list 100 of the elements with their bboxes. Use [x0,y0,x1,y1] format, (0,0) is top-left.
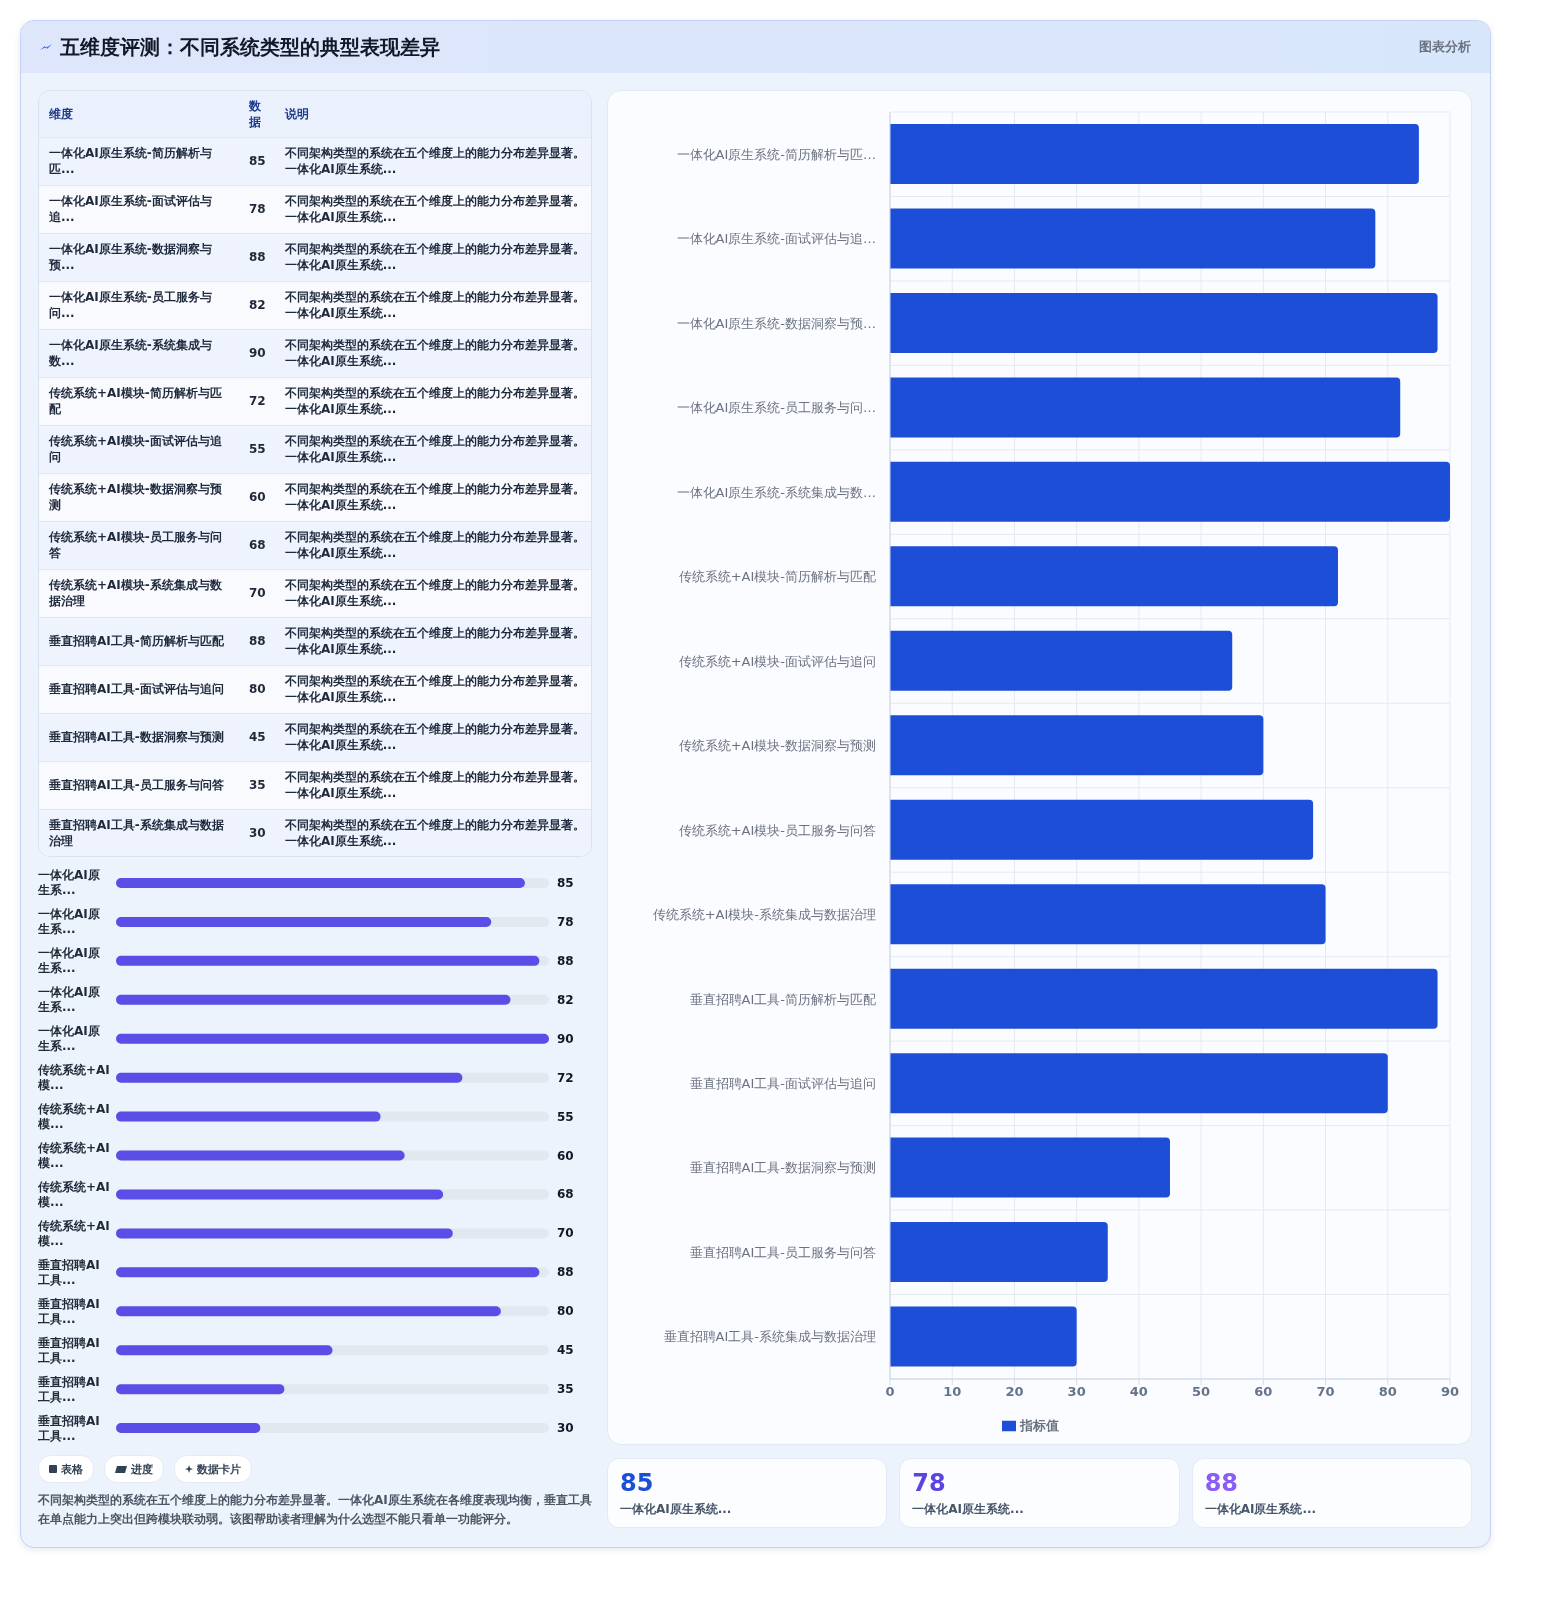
y-tick-label: 垂直招聘AI工具... [38,1335,101,1366]
y-tick-label: 一体化AI原生系统-员工服务与问… [676,400,876,416]
category-label: 垂直招聘AI工具-数据洞察与预测 [49,730,224,744]
y-tick-label: 垂直招聘AI工具... [38,1296,101,1327]
table-row: 垂直招聘AI工具-简历解析与匹配 88 不同架构类型的系统在五个维度上的能力分布差异显著。一体化AI原生系统... [39,617,591,665]
category-label: 一体化AI原生系统-简历解析与匹... [49,146,212,176]
table-row: 传统系统+AI模块-员工服务与问答 68 不同架构类型的系统在五个维度上的能力分布差异显著。一体化AI原生系统... [39,521,591,569]
x-tick-label: 70 [1316,1384,1335,1400]
y-tick-label: 垂直招聘AI工具-员工服务与问答 [689,1244,876,1260]
legend-label: 指标值 [1019,1418,1059,1433]
text: 78 [912,1469,946,1497]
y-tick-label: 一体化AI原生系统-面试评估与追… [676,231,876,247]
table-row: 传统系统+AI模块-面试评估与追问 55 不同架构类型的系统在五个维度上的能力分布差异显著。一体化AI原生系统... [39,425,591,473]
category-label: 一体化AI原生系统-系统集成与数... [49,338,212,368]
table-row: 垂直招聘AI工具-系统集成与数据治理 30 不同架构类型的系统在五个维度上的能力分布差异显著。一体化AI原生系统... [39,809,591,856]
bar [890,377,1401,438]
bar [890,715,1264,776]
bar [890,546,1338,607]
data-label: 78 [557,914,574,929]
chart-subtitle: 图表分析 [1419,39,1471,54]
table-row: 一体化AI原生系统-员工服务与问... 82 不同架构类型的系统在五个维度上的能力分布差异显著。一体化AI原生系统... [39,281,591,329]
table-row: 一体化AI原生系统-面试评估与追... 78 不同架构类型的系统在五个维度上的能力分布差异显著。一体化AI原生系统... [39,185,591,233]
bar [890,1306,1077,1367]
table-row: 垂直招聘AI工具-面试评估与追问 80 不同架构类型的系统在五个维度上的能力分布差异显著。一体化AI原生系统... [39,665,591,713]
y-tick-label: 传统系统+AI模... [38,1218,110,1249]
y-tick-label: 垂直招聘AI工具... [38,1374,101,1405]
text: 88 [1204,1469,1239,1497]
data-label: 30 [557,1421,574,1436]
table-row: 传统系统+AI模块-系统集成与数据治理 70 不同架构类型的系统在五个维度上的能力分布差异显著。一体化AI原生系统... [39,569,591,617]
y-tick-label: 传统系统+AI模块-面试评估与追问 [678,653,876,669]
data-label: 55 [557,1109,574,1124]
x-tick-label: 0 [885,1384,895,1400]
x-tick-label: 10 [943,1384,962,1400]
category-label: 一体化AI原生系统-面试评估与追... [49,194,212,224]
bar [890,799,1314,860]
text: 五维度评测：不同系统类型的典型表现差异 [60,35,440,59]
bar [890,1222,1108,1283]
category-label: 一体化AI原生系统-数据洞察与预... [49,242,212,272]
bar [890,884,1326,945]
y-tick-label: 一体化AI原生系统-系统集成与数… [676,484,876,500]
y-tick-label: 垂直招聘AI工具-简历解析与匹配 [689,991,876,1007]
y-tick-label: 传统系统+AI模块-员工服务与问答 [678,822,876,838]
data-label: 70 [557,1226,574,1241]
data-label: 35 [557,1382,574,1397]
bar [890,1053,1388,1114]
y-tick-label: 传统系统+AI模块-系统集成与数据治理 [652,907,876,923]
x-tick-label: 40 [1129,1384,1148,1400]
bar [890,968,1438,1029]
text: 一体化AI原生系统... [912,1502,1024,1516]
y-tick-label: 传统系统+AI模... [38,1141,110,1171]
bar [890,124,1419,184]
y-tick-label: 一体化AI原生系... [38,1024,101,1055]
data-label: 88 [557,953,574,968]
bar [116,1267,540,1278]
bar [890,208,1376,269]
text: 表格 [61,1461,83,1477]
y-tick-label: 传统系统+AI模... [38,1179,110,1210]
data-label: 82 [557,992,574,1007]
bar [116,955,540,966]
y-tick-label: 垂直招聘AI工具... [38,1257,101,1288]
x-tick-label: 60 [1254,1384,1273,1400]
x-tick-label: 50 [1192,1384,1211,1400]
table-row: 传统系统+AI模块-数据洞察与预测 60 不同架构类型的系统在五个维度上的能力分布差异显著。一体化AI原生系统... [39,473,591,521]
category-label: 一体化AI原生系统-员工服务与问... [49,290,212,320]
data-label: 45 [557,1343,574,1358]
text: 不同架构类型的系统在五个维度上的能力分布差异显著。一体化AI原生系统在各维度表现均衡，垂直工具在单点能力上突出但跨模块联动弱。该图帮助读者理解为什么选型不能只看单一功能评分。 [38,1493,592,1526]
y-tick-label: 一体化AI原生系统-简历解析与匹… [676,146,876,162]
text: 数据卡片 [197,1461,241,1477]
y-tick-label: 传统系统+AI模块-数据洞察与预测 [678,738,876,754]
text: 一体化AI原生系统... [1204,1502,1317,1516]
category-label: 垂直招聘AI工具-简历解析与匹配 [49,634,224,648]
data-label: 90 [557,1031,574,1046]
table-row: 一体化AI原生系统-简历解析与匹... 85 不同架构类型的系统在五个维度上的能力分布差异显著。一体化AI原生系统... [39,137,591,185]
category-label: 垂直招聘AI工具-员工服务与问答 [49,778,224,792]
x-tick-label: 20 [1005,1384,1024,1400]
data-label: 60 [557,1148,574,1163]
y-tick-label: 一体化AI原生系... [38,946,101,977]
y-tick-label: 一体化AI原生系... [38,985,101,1016]
category-label: 垂直招聘AI工具-面试评估与追问 [49,682,224,696]
bar [890,1137,1170,1198]
table-header-row: 维度 数据 说明 [39,91,591,137]
bar [890,292,1438,353]
bar [890,461,1450,522]
text: 85 [620,1469,654,1497]
text: 进度 [131,1461,153,1477]
y-tick-label: 传统系统+AI模... [38,1102,110,1133]
data-label: 88 [557,1265,574,1280]
bar [890,630,1233,691]
x-tick-label: 90 [1440,1384,1460,1400]
y-tick-label: 垂直招聘AI工具... [38,1413,101,1444]
data-label: 80 [557,1304,574,1319]
x-tick-label: 30 [1067,1384,1086,1400]
table-row: 传统系统+AI模块-简历解析与匹配 72 不同架构类型的系统在五个维度上的能力分布差异显著。一体化AI原生系统... [39,377,591,425]
data-label: 72 [557,1070,574,1085]
text: 一体化AI原生系统... [620,1502,732,1516]
y-tick-label: 传统系统+AI模块-简历解析与匹配 [678,569,876,585]
y-tick-label: 垂直招聘AI工具-数据洞察与预测 [689,1160,876,1176]
y-tick-label: 一体化AI原生系... [38,907,101,938]
y-tick-label: 垂直招聘AI工具-面试评估与追问 [689,1075,876,1091]
table-row: 垂直招聘AI工具-员工服务与问答 35 不同架构类型的系统在五个维度上的能力分布差异显著。一体化AI原生系统... [39,761,591,809]
